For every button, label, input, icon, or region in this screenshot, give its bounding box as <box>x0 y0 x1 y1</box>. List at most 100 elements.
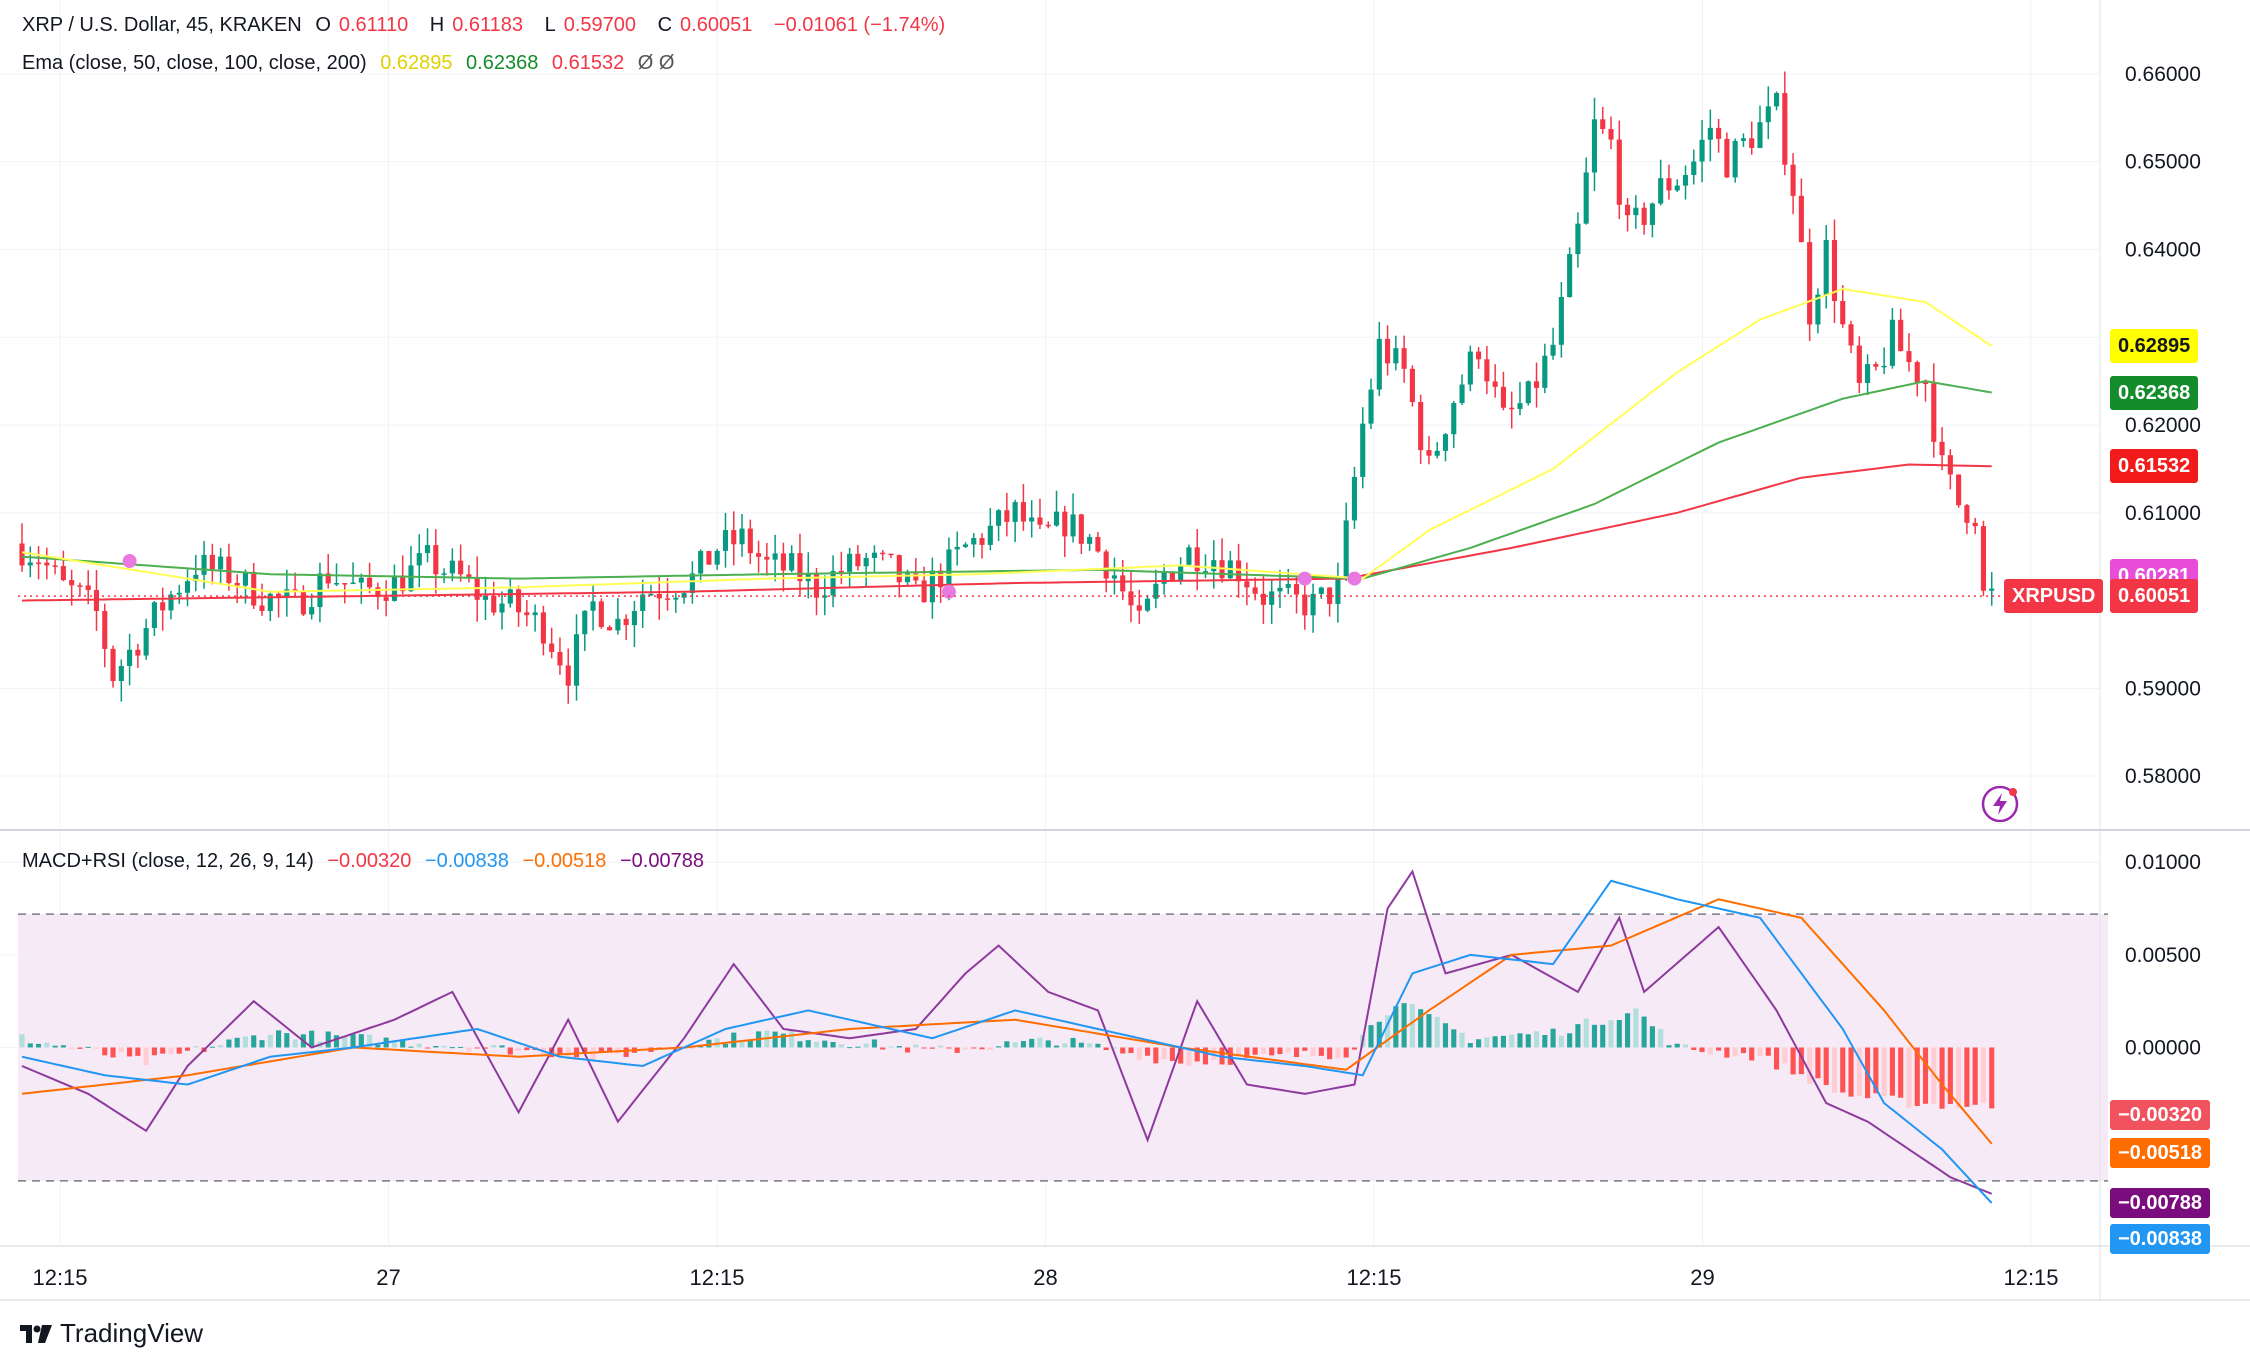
macd-histogram-bar <box>1691 1047 1697 1050</box>
candle-body <box>1889 319 1895 366</box>
candle-body <box>1376 338 1382 390</box>
candle-body <box>880 552 886 555</box>
candle-body <box>1145 598 1151 611</box>
macd-histogram-bar <box>474 1047 480 1049</box>
price-tick-label: 0.59000 <box>2125 677 2201 700</box>
macd-histogram-bar <box>416 1043 422 1048</box>
ema-label: Ema (close, 50, close, 100, close, 200) <box>22 52 367 74</box>
ema100-line <box>21 380 1992 580</box>
candle-body <box>524 612 530 616</box>
macd-histogram-bar <box>1823 1047 1829 1086</box>
candle-body <box>1575 223 1581 255</box>
macd-histogram-bar <box>747 1039 753 1048</box>
macd-histogram-bar <box>962 1047 969 1050</box>
candle-body <box>325 573 331 584</box>
candle-body <box>1442 434 1449 451</box>
candle-body <box>1633 207 1639 216</box>
lightning-icon[interactable] <box>1980 784 2020 824</box>
candle-body <box>1807 242 1813 325</box>
macd-histogram-bar <box>1956 1047 1962 1109</box>
candle-body <box>623 618 629 626</box>
macd-histogram-bar <box>996 1046 1002 1048</box>
candle-body <box>1550 344 1556 356</box>
candle-body <box>1351 476 1358 521</box>
macd-histogram-bar <box>731 1032 737 1048</box>
macd-histogram-bar <box>863 1043 869 1048</box>
macd-histogram-bar <box>1914 1047 1920 1107</box>
candle-body <box>160 602 166 611</box>
macd-histogram-bar <box>623 1047 629 1057</box>
macd-histogram-bar <box>1467 1043 1473 1048</box>
candle-body <box>1037 517 1043 525</box>
candle-body <box>1161 572 1167 584</box>
candle-body <box>151 602 157 629</box>
macd-histogram-bar <box>85 1046 91 1048</box>
macd-histogram-bar <box>1873 1047 1879 1094</box>
candle-body <box>1260 593 1266 605</box>
macd-histogram-bar <box>640 1047 646 1049</box>
macd-histogram-bar <box>1211 1047 1217 1061</box>
candle-body <box>135 649 141 656</box>
axes: 0.66000 0.65000 0.64000 0.62000 0.61000 0.590… <box>0 0 2250 1301</box>
macd-line <box>21 879 1993 1204</box>
macd-histogram-bar <box>433 1045 439 1048</box>
brand-logo[interactable]: TradingView <box>18 1318 203 1349</box>
candle-body <box>1525 381 1531 404</box>
candle-body <box>1070 514 1076 537</box>
macd-histogram-bar <box>1020 1041 1026 1048</box>
candle-body <box>1649 203 1655 225</box>
macd-histogram-bar <box>1980 1047 1987 1103</box>
macd-histogram-bar <box>482 1047 489 1049</box>
macd-histogram-bar <box>1500 1035 1506 1048</box>
macd-histogram-bar <box>1012 1042 1018 1048</box>
candle-body <box>1335 576 1341 604</box>
macd-histogram-bar <box>880 1047 886 1050</box>
candle-body <box>433 545 439 575</box>
macd-histogram-bar <box>209 1046 215 1048</box>
candle-body <box>1012 502 1018 522</box>
candle-body <box>1045 524 1051 527</box>
candle-body <box>698 551 704 574</box>
candle-body <box>1765 106 1771 123</box>
candle-body <box>466 574 472 579</box>
macd-histogram-bar <box>1318 1047 1324 1056</box>
macd-histogram-bar <box>1856 1047 1862 1096</box>
macd-histogram-bar <box>1939 1047 1945 1109</box>
macd-histogram-bar <box>424 1047 431 1049</box>
macd-histogram-bar <box>1078 1042 1084 1048</box>
candle-body <box>1865 364 1871 383</box>
candle-body <box>1062 511 1068 537</box>
candle-body <box>35 562 42 564</box>
candle-body <box>110 648 116 682</box>
candle-body <box>127 649 133 666</box>
ema-legend[interactable]: Ema (close, 50, close, 100, close, 200) … <box>22 52 682 75</box>
candle-body <box>1476 351 1482 360</box>
macd-histogram-bar <box>1765 1047 1771 1056</box>
macd-histogram-bar <box>822 1040 828 1048</box>
candle-body <box>946 549 952 588</box>
macd-histogram-bar <box>1848 1047 1854 1097</box>
macd-histogram-bar <box>1161 1047 1167 1060</box>
macd-histogram-bar <box>1401 1003 1407 1048</box>
candle-body <box>987 525 993 545</box>
macd-tick-label: 0.01000 <box>2125 851 2201 874</box>
candle-body <box>962 544 969 547</box>
candle-body <box>929 570 935 603</box>
candle-body <box>276 593 282 598</box>
candle-body <box>1393 348 1399 364</box>
candle-body <box>391 575 397 601</box>
macd-histogram-bar <box>118 1047 124 1053</box>
macd-histogram-bar <box>1525 1034 1531 1048</box>
price-tick-label: 0.66000 <box>2125 63 2201 86</box>
candle-body <box>1078 514 1084 544</box>
candle-body <box>1798 195 1804 243</box>
candle-body <box>1128 591 1134 606</box>
macd-histogram-bar <box>1583 1018 1589 1048</box>
macd-histogram-bar <box>350 1034 356 1048</box>
candle-body <box>764 556 770 560</box>
macd-histogram-bar <box>408 1046 414 1048</box>
macd-legend[interactable]: MACD+RSI (close, 12, 26, 9, 14) −0.00320… <box>22 850 712 873</box>
candle-body <box>44 562 50 566</box>
candle-body <box>1583 172 1589 224</box>
candle-body <box>1426 450 1432 456</box>
